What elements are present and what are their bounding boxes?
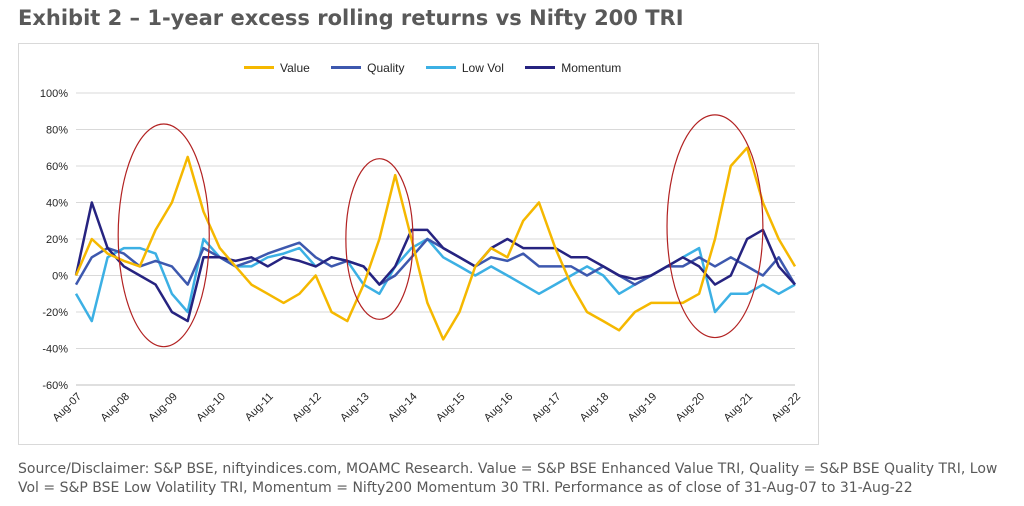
- x-tick-label: Aug-09: [146, 391, 180, 425]
- y-tick-label: 0%: [52, 271, 68, 283]
- series-line-momentum: [74, 201, 796, 323]
- x-tick-label: Aug-08: [98, 391, 132, 425]
- legend-item-low-vol: Low Vol: [425, 60, 504, 75]
- legend-label-momentum: Momentum: [561, 60, 622, 75]
- legend-swatch-quality: [331, 66, 362, 69]
- legend-label-value: Value: [280, 60, 310, 75]
- y-tick-label: 60%: [46, 161, 68, 173]
- x-tick-label: Aug-13: [338, 391, 372, 425]
- x-tick-label: Aug-17: [530, 391, 564, 425]
- legend-swatch-low-vol: [425, 66, 456, 69]
- x-tick-label: Aug-07: [51, 391, 85, 425]
- highlight-ellipse: [117, 123, 210, 348]
- x-tick-label: Aug-14: [386, 391, 420, 425]
- legend-label-quality: Quality: [367, 60, 405, 75]
- y-tick-label: -40%: [42, 344, 68, 356]
- y-tick-label: 100%: [40, 88, 68, 100]
- x-tick-label: Aug-22: [770, 391, 804, 425]
- y-tick-label: 40%: [46, 198, 68, 210]
- x-tick-label: Aug-11: [243, 391, 276, 424]
- chart-frame: Value Quality Low Vol Momentum -60% -40% -…: [18, 43, 819, 445]
- x-tick-label: Aug-12: [290, 391, 324, 425]
- x-tick-label: Aug-16: [482, 391, 516, 425]
- x-tick-label: Aug-20: [674, 391, 708, 425]
- x-tick-label: Aug-18: [578, 391, 612, 425]
- x-tick-label: Aug-15: [434, 391, 468, 425]
- x-tick-label: Aug-10: [194, 391, 228, 425]
- y-tick-label: -20%: [42, 307, 68, 319]
- exhibit-title: Exhibit 2 – 1-year excess rolling return…: [18, 6, 684, 30]
- legend-item-quality: Quality: [331, 60, 405, 75]
- y-tick-label: 20%: [46, 234, 68, 246]
- legend-item-momentum: Momentum: [525, 61, 621, 75]
- series-line-value: [74, 146, 797, 341]
- legend-swatch-momentum: [525, 66, 556, 69]
- x-tick-label: Aug-19: [626, 391, 660, 425]
- legend-item-value: Value: [244, 61, 310, 75]
- legend-swatch-value: [244, 66, 274, 69]
- legend-label-low-vol: Low Vol: [461, 60, 504, 75]
- y-tick-label: -60%: [42, 380, 68, 392]
- highlight-ellipse: [666, 114, 764, 339]
- series-line-quality: [74, 237, 797, 286]
- line-chart: -60% -40% -20% 0% 20% 40% 60% 80% 100% Aug-07 Aug-…: [40, 88, 804, 425]
- y-tick-label: 80%: [46, 125, 68, 137]
- highlight-ellipse: [345, 158, 414, 320]
- x-tick-label: Aug-21: [722, 391, 756, 425]
- source-note: Source/Disclaimer: S&P BSE, niftyindices…: [18, 461, 998, 496]
- chart-legend: Value Quality Low Vol Momentum: [244, 58, 639, 75]
